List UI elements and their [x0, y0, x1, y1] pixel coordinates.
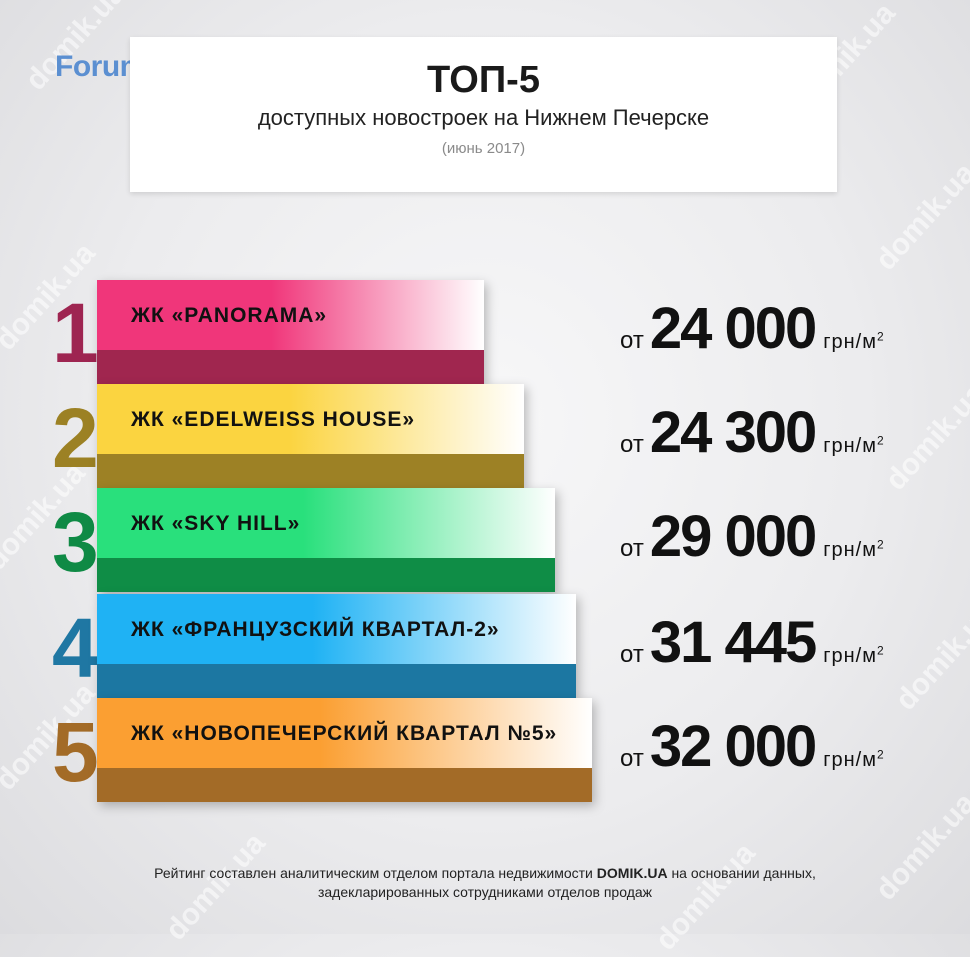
bar-base [97, 768, 592, 802]
bar-label-area: ЖК «EDELWEISS HOUSE» [97, 384, 524, 454]
footer-note: Рейтинг составлен аналитическим отделом … [0, 864, 970, 902]
ranking-bar: ЖК «EDELWEISS HOUSE» [97, 384, 524, 488]
bar-label-area: ЖК «НОВОПЕЧЕРСКИЙ КВАРТАЛ №5» [97, 698, 592, 768]
price-unit: грн/м2 [823, 537, 885, 561]
bar-base [97, 558, 555, 592]
ranking-bar: ЖК «SKY HILL» [97, 488, 555, 592]
footer-brand: DOMIK.UA [596, 865, 668, 881]
header-card: ТОП-5 доступных новостроек на Нижнем Печ… [130, 37, 837, 192]
price-from: от [620, 535, 644, 562]
price-unit: грн/м2 [823, 433, 885, 457]
price-unit-text: грн/м [823, 645, 877, 667]
price-value: 24 300 [649, 400, 817, 465]
rank-number: 5 [52, 705, 99, 799]
footer-text: задекларированных сотрудниками отделов п… [317, 884, 653, 900]
page-title: ТОП-5 [427, 59, 540, 101]
price-block: от 31 445 грн/м2 [620, 609, 885, 676]
footer-text: Рейтинг составлен аналитическим отделом … [154, 865, 597, 881]
price-block: от 29 000 грн/м2 [620, 503, 885, 570]
price-unit-sup: 2 [877, 537, 885, 552]
price-unit-text: грн/м [823, 749, 877, 771]
price-unit-text: грн/м [823, 539, 877, 561]
bar-label-area: ЖК «ФРАНЦУЗСКИЙ КВАРТАЛ-2» [97, 594, 576, 664]
complex-name: ЖК «SKY HILL» [131, 512, 301, 535]
watermark-text: domik.ua [879, 376, 970, 497]
price-unit-text: грн/м [823, 435, 877, 457]
page-subtitle: доступных новостроек на Нижнем Печерске [257, 105, 710, 130]
price-unit-sup: 2 [877, 433, 885, 448]
price-unit: грн/м2 [823, 643, 885, 667]
price-from: от [620, 641, 644, 668]
price-block: от 24 000 грн/м2 [620, 295, 885, 362]
price-from: от [620, 745, 644, 772]
rank-number: 1 [52, 286, 99, 380]
price-unit-text: грн/м [823, 331, 877, 353]
price-unit-sup: 2 [877, 329, 885, 344]
price-block: от 24 300 грн/м2 [620, 399, 885, 466]
rank-number: 3 [52, 495, 99, 589]
watermark-text: domik.ua [889, 596, 970, 717]
bar-label-area: ЖК «SKY HILL» [97, 488, 555, 558]
price-unit: грн/м2 [823, 747, 885, 771]
complex-name: ЖК «EDELWEISS HOUSE» [131, 408, 416, 431]
bar-base [97, 454, 524, 488]
ranking-bar: ЖК «НОВОПЕЧЕРСКИЙ КВАРТАЛ №5» [97, 698, 592, 802]
complex-name: ЖК «НОВОПЕЧЕРСКИЙ КВАРТАЛ №5» [131, 722, 558, 745]
price-value: 31 445 [649, 610, 817, 675]
price-from: от [620, 327, 644, 354]
price-value: 32 000 [649, 714, 817, 779]
ranking-bar: ЖК «ФРАНЦУЗСКИЙ КВАРТАЛ-2» [97, 594, 576, 698]
footer-text: на основании данных, [667, 865, 816, 881]
watermark-text: domik.ua [869, 156, 970, 277]
bar-base [97, 664, 576, 698]
rank-number: 4 [52, 601, 99, 695]
bar-label-area: ЖК «PANORAMA» [97, 280, 484, 350]
price-unit-sup: 2 [877, 747, 885, 762]
price-block: от 32 000 грн/м2 [620, 713, 885, 780]
report-date: (июнь 2017) [441, 140, 526, 157]
ranking-bar: ЖК «PANORAMA» [97, 280, 484, 384]
price-from: от [620, 431, 644, 458]
price-value: 24 000 [649, 296, 817, 361]
complex-name: ЖК «PANORAMA» [131, 304, 328, 327]
price-value: 29 000 [649, 504, 817, 569]
rank-number: 2 [52, 391, 99, 485]
price-unit: грн/м2 [823, 329, 885, 353]
price-unit-sup: 2 [877, 643, 885, 658]
complex-name: ЖК «ФРАНЦУЗСКИЙ КВАРТАЛ-2» [131, 618, 500, 641]
bar-base [97, 350, 484, 384]
